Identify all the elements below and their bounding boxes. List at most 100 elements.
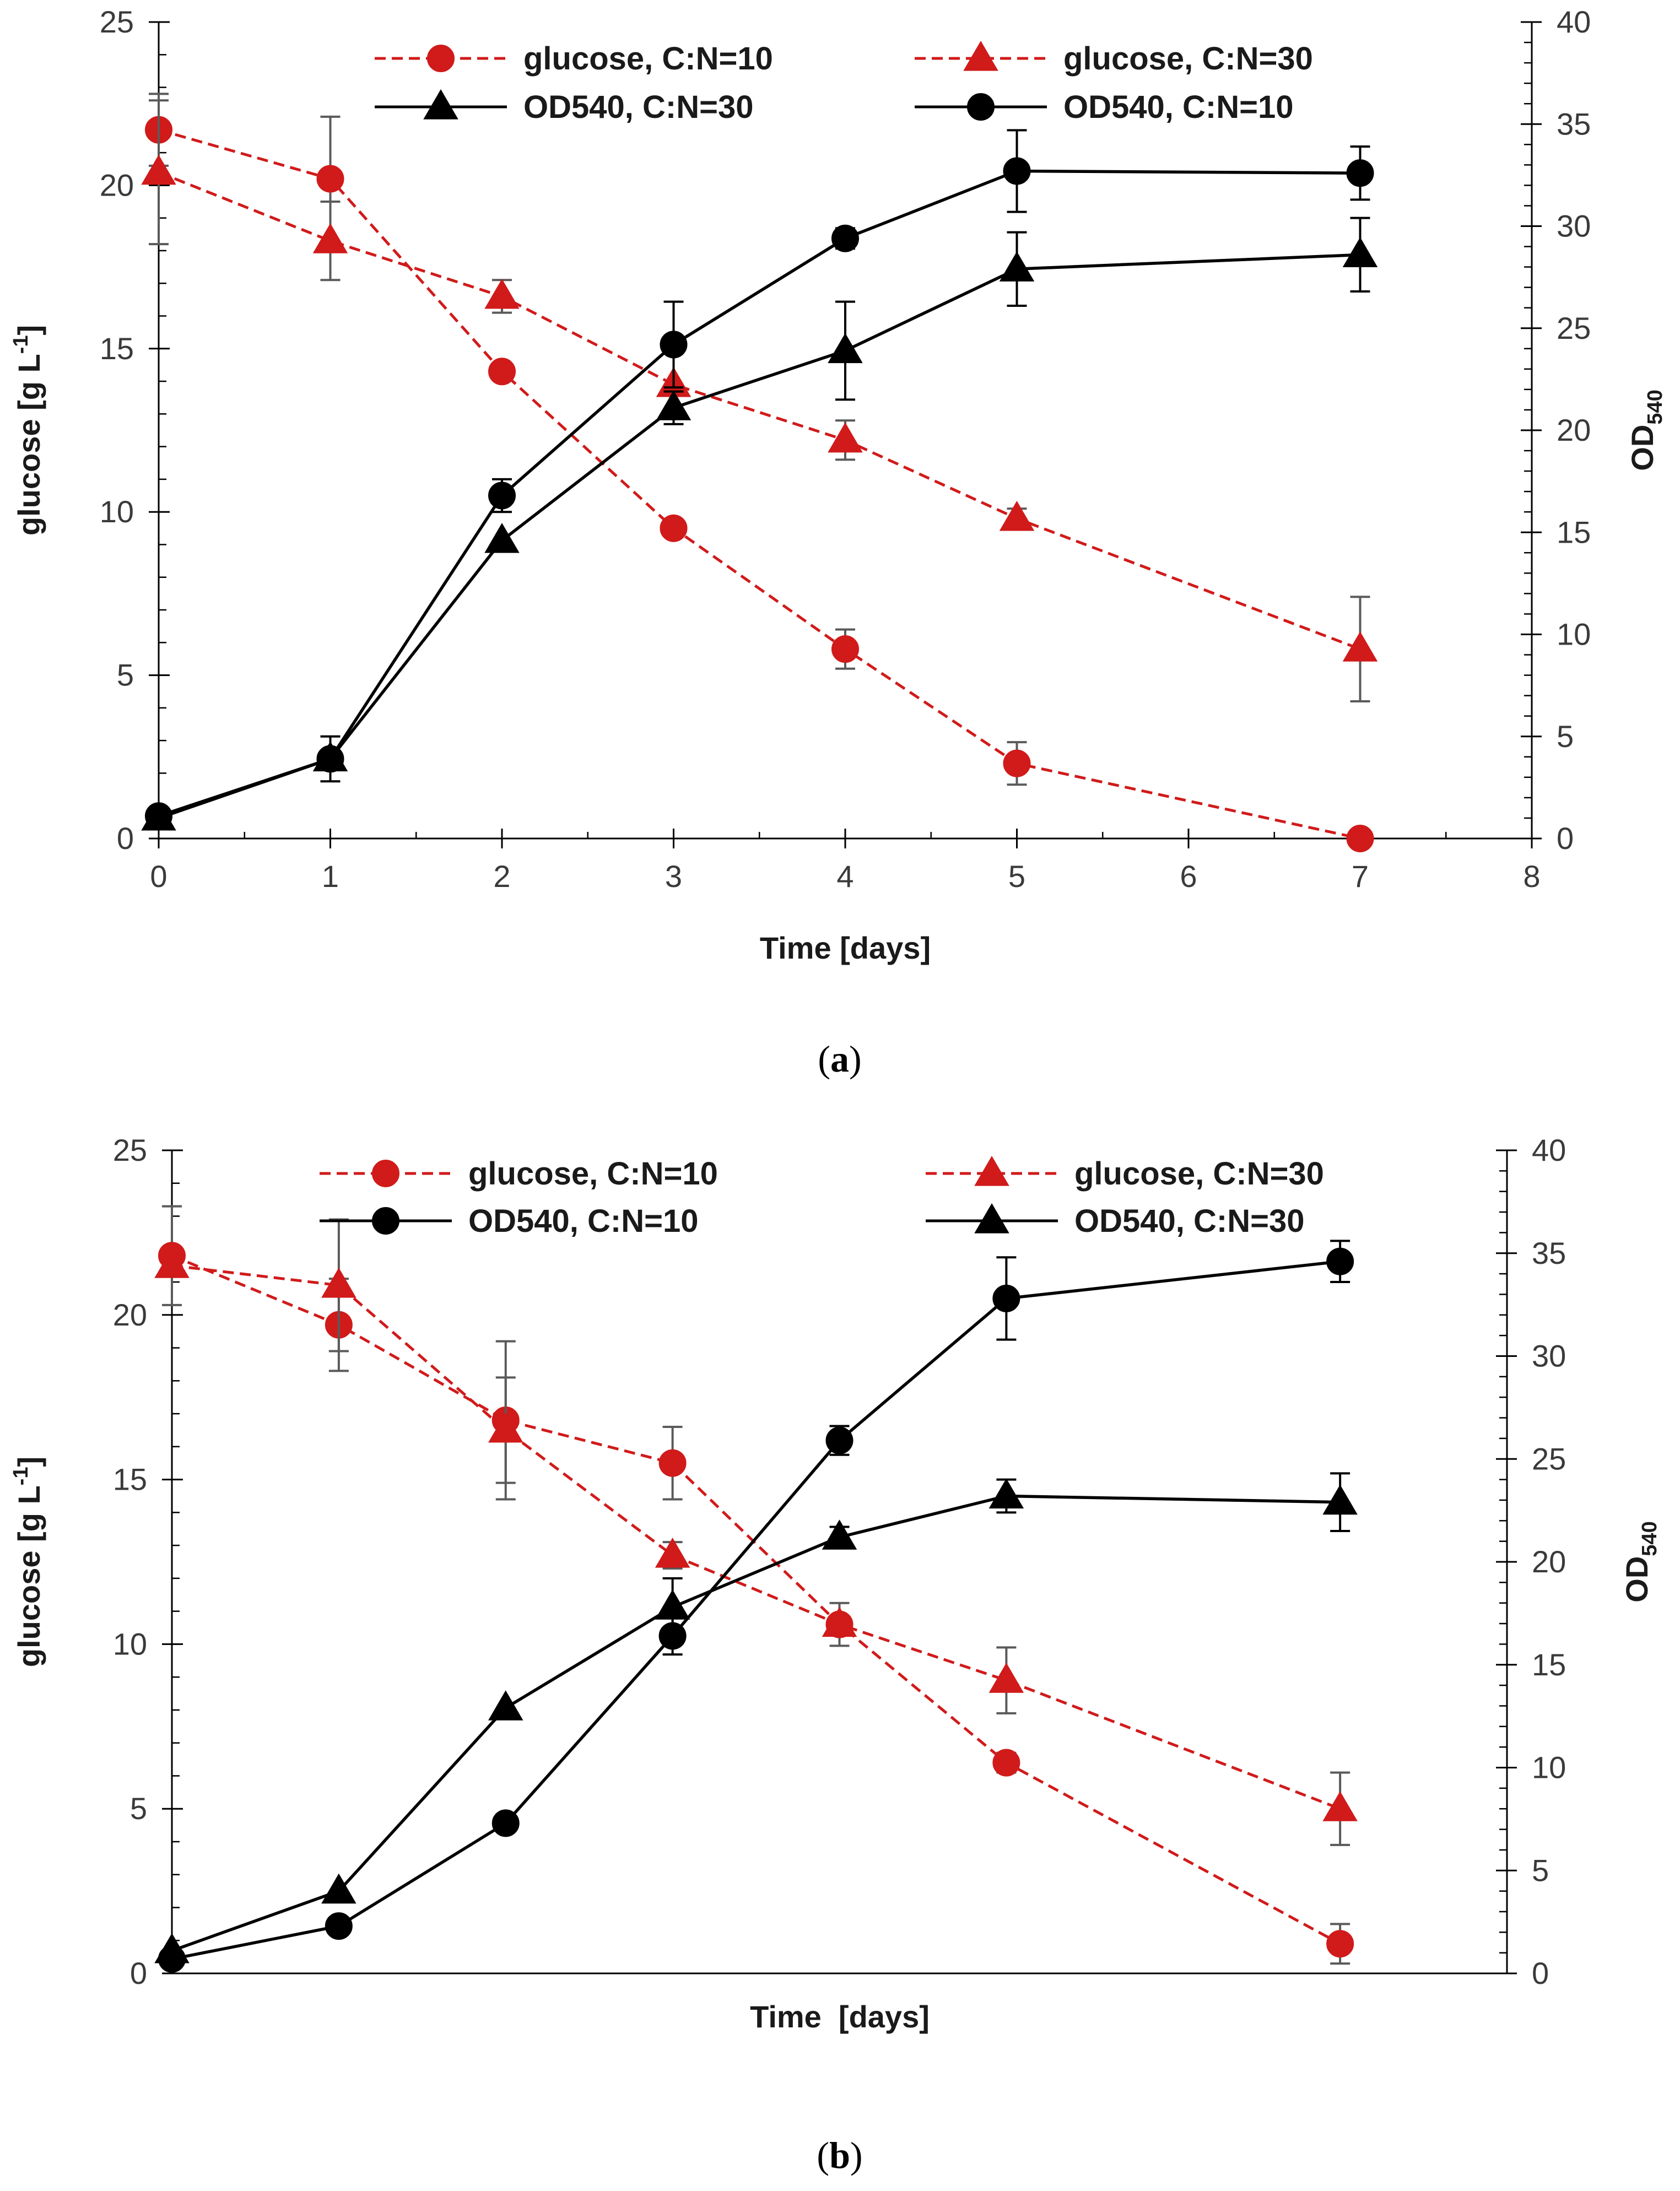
legend-marker bbox=[372, 1160, 399, 1187]
chart-b-legend: glucose, C:N=10 glucose, C:N=30 OD540, C:N… bbox=[320, 1156, 1324, 1239]
data-point bbox=[154, 1933, 190, 1963]
data-point bbox=[988, 1663, 1024, 1693]
series-line bbox=[171, 1494, 1341, 1952]
data-point bbox=[316, 165, 344, 193]
legend-marker bbox=[423, 89, 458, 120]
series-1 bbox=[145, 93, 1374, 852]
series-line bbox=[171, 1259, 1341, 1961]
chart-a-ticks: 0 5 10 15 20 25 0 5 10 15 20 25 30 35 40 0 1 2 3 4 5 6 7 8 bbox=[100, 4, 1591, 894]
y-right-tick-label: 30 bbox=[1557, 209, 1591, 244]
y-left-tick-label: 20 bbox=[113, 1297, 147, 1332]
data-point bbox=[154, 1248, 190, 1278]
chart-b-right-axis-title-sub: 540 bbox=[1638, 1521, 1661, 1556]
data-point bbox=[992, 1284, 1020, 1312]
data-point bbox=[655, 1589, 690, 1620]
legend-label: OD540, C:N=10 bbox=[468, 1203, 698, 1239]
chart-b-right-axis-title-main: OD bbox=[1619, 1556, 1654, 1603]
legend-label: glucose, C:N=30 bbox=[1063, 41, 1313, 77]
chart-a-series bbox=[141, 93, 1378, 852]
y-right-tick-label: 25 bbox=[1557, 311, 1591, 345]
chart-a-x-axis-title: Time [days] bbox=[760, 931, 931, 965]
y-right-tick-label: 35 bbox=[1557, 106, 1591, 141]
data-point bbox=[828, 333, 863, 364]
legend-marker bbox=[963, 41, 998, 71]
panel-label-a-letter: a bbox=[830, 1038, 849, 1080]
y-left-tick-label: 10 bbox=[100, 494, 134, 529]
y-right-tick-label: 40 bbox=[1557, 4, 1591, 39]
legend-item: glucose, C:N=10 bbox=[320, 1156, 718, 1192]
x-tick-label: 6 bbox=[1180, 859, 1197, 894]
chart-b-axes bbox=[171, 1150, 1508, 1974]
legend-item: OD540, C:N=10 bbox=[915, 89, 1293, 125]
y-right-tick-label: 40 bbox=[1532, 1133, 1566, 1167]
legend-label: glucose, C:N=30 bbox=[1074, 1156, 1324, 1192]
chart-b-x-axis-title: Time [days] bbox=[750, 1999, 930, 2034]
x-tick-label: 7 bbox=[1352, 859, 1369, 894]
y-left-tick-label: 15 bbox=[113, 1462, 147, 1497]
y-left-tick-label: 0 bbox=[130, 1956, 147, 1990]
chart-a-left-axis-title-unit-exp: -1 bbox=[9, 336, 33, 354]
data-point bbox=[1003, 157, 1031, 185]
data-point bbox=[312, 223, 348, 253]
data-point bbox=[999, 501, 1035, 531]
data-point bbox=[831, 635, 859, 663]
data-point bbox=[488, 1412, 523, 1443]
data-point bbox=[831, 224, 859, 252]
data-point bbox=[825, 1426, 853, 1454]
chart-a-right-axis-title: OD540 bbox=[1625, 389, 1667, 470]
chart-b-left-axis-title: glucose [g L-1] bbox=[9, 1457, 46, 1667]
y-left-tick-label: 10 bbox=[113, 1626, 147, 1661]
y-left-tick-label: 5 bbox=[130, 1791, 147, 1826]
data-point bbox=[488, 1690, 523, 1721]
y-left-tick-label: 20 bbox=[100, 167, 134, 202]
data-point bbox=[321, 1268, 356, 1298]
data-point bbox=[316, 745, 344, 773]
data-point bbox=[1346, 159, 1374, 187]
legend-item: glucose, C:N=10 bbox=[375, 41, 773, 77]
y-right-tick-label: 20 bbox=[1557, 413, 1591, 447]
x-tick-label: 8 bbox=[1523, 859, 1540, 894]
chart-a: 0 5 10 15 20 25 0 5 10 15 20 25 30 35 40 0 1 2 3 4 5 6 7 8 Time… bbox=[9, 4, 1667, 1080]
chart-a-right-axis-title-main: OD bbox=[1625, 425, 1660, 471]
y-right-tick-label: 25 bbox=[1532, 1441, 1566, 1476]
legend-label: OD540, C:N=10 bbox=[1063, 89, 1293, 125]
data-point bbox=[491, 1809, 520, 1837]
panel-label-a: (a) bbox=[818, 1038, 861, 1080]
legend-item: OD540, C:N=30 bbox=[375, 89, 753, 125]
chart-b-left-axis-title-main: glucose [g L bbox=[12, 1485, 46, 1667]
data-point bbox=[655, 1538, 690, 1568]
legend-marker bbox=[974, 1156, 1009, 1186]
chart-b-left-axis-title-unit-exp: -1 bbox=[9, 1467, 33, 1486]
series-line bbox=[158, 253, 1360, 820]
data-point bbox=[1326, 1247, 1354, 1275]
legend-marker bbox=[967, 93, 995, 121]
y-right-tick-label: 0 bbox=[1557, 821, 1574, 856]
legend-item: glucose, C:N=30 bbox=[915, 41, 1313, 77]
series-3 bbox=[141, 217, 1378, 831]
chart-b: 0 5 10 15 20 25 0 5 10 15 20 25 30 35 40 Time [days] g… bbox=[9, 1133, 1661, 2176]
data-point bbox=[660, 331, 688, 359]
data-point bbox=[1342, 631, 1378, 662]
legend-marker bbox=[372, 1207, 399, 1235]
data-point bbox=[488, 358, 516, 386]
series-line bbox=[158, 128, 1361, 840]
data-point bbox=[822, 1606, 857, 1637]
y-right-tick-label: 5 bbox=[1532, 1853, 1549, 1887]
data-point bbox=[145, 802, 172, 830]
data-point bbox=[484, 523, 520, 553]
chart-a-right-axis-title-sub: 540 bbox=[1644, 389, 1667, 424]
legend-label: OD540, C:N=30 bbox=[1074, 1203, 1304, 1239]
legend-marker bbox=[427, 45, 455, 72]
data-point bbox=[1003, 749, 1031, 777]
data-point bbox=[828, 422, 863, 453]
y-left-tick-label: 0 bbox=[117, 821, 134, 856]
data-point bbox=[658, 1449, 687, 1477]
y-right-tick-label: 15 bbox=[1557, 515, 1591, 549]
series-2 bbox=[154, 1218, 1358, 1846]
data-point bbox=[999, 251, 1035, 282]
data-point bbox=[1326, 1930, 1354, 1958]
data-point bbox=[660, 514, 688, 542]
legend-label: glucose, C:N=10 bbox=[468, 1156, 718, 1192]
y-left-tick-label: 25 bbox=[100, 4, 134, 39]
